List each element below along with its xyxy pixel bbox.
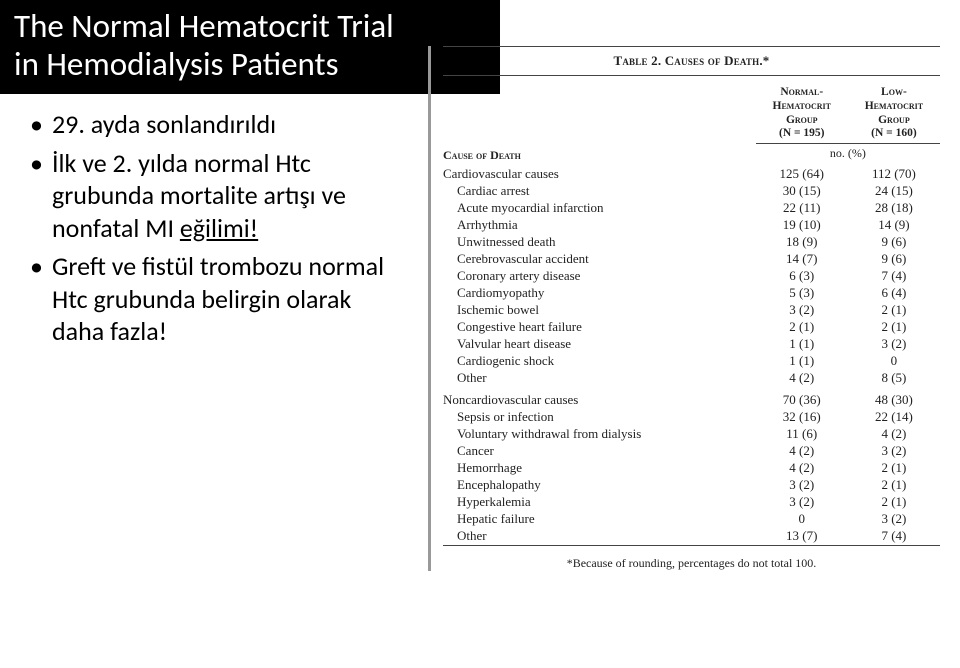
table-row: Encephalopathy3 (2)2 (1): [443, 477, 940, 494]
table-row: Hemorrhage4 (2)2 (1): [443, 460, 940, 477]
col-header-cause: Cause of Death: [443, 86, 756, 165]
table-row: Cancer4 (2)3 (2): [443, 443, 940, 460]
data-table: Cause of Death Normal- Hematocrit Group …: [443, 86, 940, 546]
bullet-item-1: 29. ayda sonlandırıldı: [30, 108, 400, 141]
bullet-text: Greft ve fistül trombozu normal Htc grub…: [52, 250, 384, 347]
table-row: Arrhythmia19 (10)14 (9): [443, 216, 940, 233]
table-row: Cerebrovascular accident14 (7)9 (6): [443, 250, 940, 267]
bullet-item-3: Greft ve fistül trombozu normal Htc grub…: [30, 250, 400, 348]
table-row: Cardiovascular causes125 (64)112 (70): [443, 165, 940, 182]
table-row: Cardiomyopathy5 (3)6 (4): [443, 284, 940, 301]
title-line-1: The Normal Hematocrit Trial: [14, 8, 486, 46]
table-row: Valvular heart disease1 (1)3 (2): [443, 335, 940, 352]
unit-label: no. (%): [756, 144, 940, 166]
table-row: Sepsis or infection32 (16)22 (14): [443, 409, 940, 426]
table-body: Cardiovascular causes125 (64)112 (70) Ca…: [443, 165, 940, 545]
bullet-item-2: İlk ve 2. yılda normal Htc grubunda mort…: [30, 147, 400, 245]
table-row: Congestive heart failure2 (1)2 (1): [443, 318, 940, 335]
table-row: Unwitnessed death18 (9)9 (6): [443, 233, 940, 250]
bullet-text: 29. ayda sonlandırıldı: [52, 108, 276, 140]
table-row: Voluntary withdrawal from dialysis11 (6)…: [443, 426, 940, 443]
table-row: Noncardiovascular causes70 (36)48 (30): [443, 386, 940, 409]
table-row: Acute myocardial infarction22 (11)28 (18…: [443, 199, 940, 216]
table-row: Ischemic bowel3 (2)2 (1): [443, 301, 940, 318]
bullet-list: 29. ayda sonlandırıldı İlk ve 2. yılda n…: [30, 108, 400, 354]
table-footnote: *Because of rounding, percentages do not…: [443, 556, 940, 571]
table-row: Other4 (2)8 (5): [443, 369, 940, 386]
table-row: Cardiac arrest30 (15)24 (15): [443, 182, 940, 199]
title-line-2: in Hemodialysis Patients: [14, 46, 486, 84]
table-title: Table 2. Causes of Death.*: [443, 46, 940, 76]
table-row: Hepatic failure03 (2): [443, 511, 940, 528]
bullet-text-underlined: eğilimi!: [180, 212, 258, 244]
table-row: Other13 (7)7 (4): [443, 528, 940, 546]
col-header-low: Low- Hematocrit Group (N = 160): [848, 86, 940, 144]
table-row: Coronary artery disease6 (3)7 (4): [443, 267, 940, 284]
table-row: Hyperkalemia3 (2)2 (1): [443, 494, 940, 511]
table-row: Cardiogenic shock1 (1)0: [443, 352, 940, 369]
slide-title-header: The Normal Hematocrit Trial in Hemodialy…: [0, 0, 500, 94]
col-header-normal: Normal- Hematocrit Group (N = 195): [756, 86, 848, 144]
table-causes-of-death: Table 2. Causes of Death.* Cause of Deat…: [428, 46, 940, 571]
